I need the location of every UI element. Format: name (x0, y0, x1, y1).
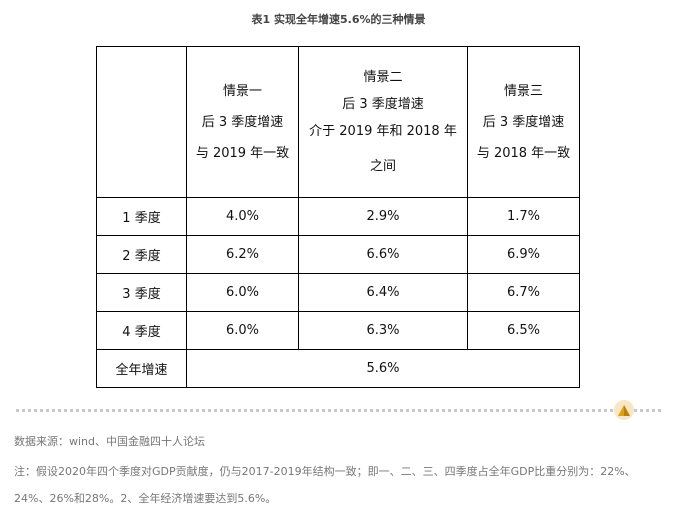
table-cell: 6.6% (298, 235, 468, 274)
header-line: 后 3 季度增速 (201, 114, 284, 130)
row-label: 2 季度 (96, 235, 187, 274)
table-cell: 6.9% (467, 235, 580, 274)
table-row: 4 季度 6.0% 6.3% 6.5% (96, 311, 580, 350)
header-line: 介于 2019 年和 2018 年 (309, 124, 457, 139)
header-line: 后 3 季度增速 (342, 97, 424, 112)
header-scenario-3: 情景三 后 3 季度增速 与 2018 年一致 (467, 46, 580, 198)
table-cell: 6.3% (298, 311, 468, 350)
table-cell: 6.0% (186, 273, 299, 312)
table-cell: 6.5% (467, 311, 580, 350)
footnote: 注：假设2020年四个季度对GDP贡献度，仍与2017-2019年结构一致；即一… (14, 465, 636, 505)
header-line: 情景一 (222, 83, 262, 99)
table-cell: 6.4% (298, 273, 468, 312)
row-label: 4 季度 (96, 311, 187, 350)
table-row: 3 季度 6.0% 6.4% 6.7% (96, 273, 580, 312)
table-cell: 6.0% (186, 311, 299, 350)
table-header-row: 情景一 后 3 季度增速 与 2019 年一致 情景二 后 3 季度增速 介于 … (96, 46, 580, 198)
table-title: 表1 实现全年增速5.6%的三种情景 (251, 13, 426, 26)
scenario-table: 情景一 后 3 季度增速 与 2019 年一致 情景二 后 3 季度增速 介于 … (96, 46, 580, 388)
dotted-divider (16, 409, 661, 412)
table-cell: 2.9% (298, 197, 468, 236)
header-line: 情景二 (363, 70, 403, 85)
header-line: 之间 (369, 159, 396, 174)
table-cell: 4.0% (186, 197, 299, 236)
table-row: 2 季度 6.2% 6.6% 6.9% (96, 235, 580, 274)
header-line: 与 2019 年一致 (195, 145, 290, 161)
pyramid-icon (614, 400, 634, 420)
table-cell: 1.7% (467, 197, 580, 236)
total-value: 5.6% (186, 349, 580, 388)
data-source: 数据来源：wind、中国金融四十人论坛 (14, 435, 206, 448)
header-scenario-1: 情景一 后 3 季度增速 与 2019 年一致 (186, 46, 299, 198)
table-row: 1 季度 4.0% 2.9% 1.7% (96, 197, 580, 236)
table-total-row: 全年增速 5.6% (96, 349, 580, 388)
header-line: 情景三 (503, 83, 543, 99)
header-line: 后 3 季度增速 (482, 114, 565, 130)
header-scenario-2: 情景二 后 3 季度增速 介于 2019 年和 2018 年 之间 (298, 46, 468, 198)
header-line: 与 2018 年一致 (476, 145, 571, 161)
total-label: 全年增速 (96, 349, 187, 388)
header-corner-cell (96, 46, 187, 198)
table-cell: 6.2% (186, 235, 299, 274)
row-label: 1 季度 (96, 197, 187, 236)
row-label: 3 季度 (96, 273, 187, 312)
table-cell: 6.7% (467, 273, 580, 312)
